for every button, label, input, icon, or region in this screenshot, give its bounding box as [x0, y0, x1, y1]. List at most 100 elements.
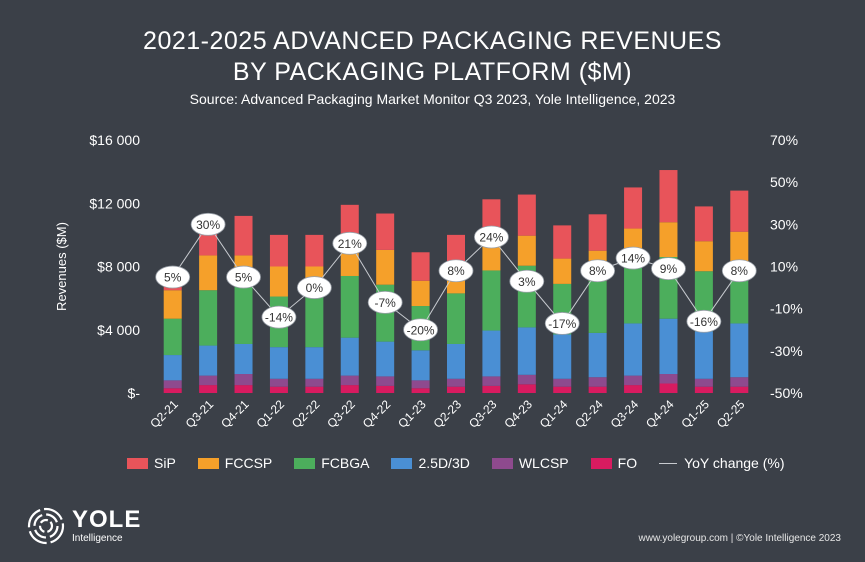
- y-tick-label: $8 000: [97, 259, 140, 275]
- bar-segment-fo: [376, 385, 395, 393]
- bar-segment-wlcsp: [305, 378, 324, 387]
- bar-segment-25d3d: [588, 332, 607, 378]
- yoy-marker: [544, 312, 580, 335]
- bar-segment-fcbga: [588, 280, 607, 333]
- yoy-label: 9%: [660, 262, 678, 276]
- yoy-marker: [296, 276, 332, 299]
- bar-segment-sip: [588, 214, 607, 251]
- yoy-label: 3%: [518, 275, 536, 289]
- bar-segment-25d3d: [694, 331, 713, 379]
- bar-segment-sip: [517, 194, 536, 236]
- bar-segment-wlcsp: [376, 376, 395, 386]
- bar-segment-sip: [624, 187, 643, 229]
- x-tick-label: Q1-23: [395, 397, 429, 431]
- bar-segment-25d3d: [517, 327, 536, 375]
- bar-segment-25d3d: [659, 318, 678, 375]
- footer-credit: www.yolegroup.com | ©Yole Intelligence 2…: [638, 533, 842, 544]
- x-tick-label: Q1-24: [537, 397, 571, 431]
- x-tick-label: Q4-24: [643, 397, 677, 431]
- bar-segment-wlcsp: [447, 378, 465, 387]
- yoy-label: 0%: [306, 281, 324, 295]
- bar-segment-wlcsp: [517, 374, 536, 385]
- logo-sub: Intelligence: [72, 533, 123, 544]
- bar-segment-fo: [659, 383, 678, 393]
- bar-segment-fo: [694, 386, 713, 393]
- legend-item-wlcsp: WLCSP: [491, 455, 569, 471]
- yoy-label: -17%: [548, 317, 576, 331]
- x-tick-label: Q1-22: [254, 397, 288, 431]
- x-tick-label: Q1-25: [679, 397, 713, 431]
- yoy-marker: [474, 225, 509, 249]
- bar-segment-wlcsp: [659, 374, 678, 384]
- yoy-label: 5%: [164, 271, 182, 285]
- bar-segment-fccsp: [517, 235, 536, 266]
- bar-segment-wlcsp: [624, 375, 643, 386]
- bar-segment-wlcsp: [199, 375, 218, 386]
- bar-segment-fo: [411, 388, 430, 393]
- y-tick-label: $-: [128, 385, 141, 401]
- bar-segment-wlcsp: [482, 376, 501, 386]
- y2-tick-label: 70%: [770, 132, 798, 148]
- y-tick-label: $12 000: [89, 195, 140, 211]
- bar-segment-sip: [694, 206, 713, 242]
- y2-tick-label: -50%: [770, 385, 803, 401]
- y2-tick-label: 50%: [770, 174, 798, 190]
- bar-segment-fcbga: [447, 293, 465, 344]
- bar-segment-25d3d: [340, 337, 359, 376]
- bar-segment-wlcsp: [234, 374, 253, 386]
- y2-tick-label: 30%: [770, 216, 798, 232]
- yoy-label: 21%: [338, 237, 362, 251]
- bar-segment-fccsp: [163, 290, 182, 319]
- bar-segment-wlcsp: [269, 378, 288, 387]
- bar-segment-wlcsp: [553, 378, 572, 387]
- yoy-label: 8%: [589, 264, 607, 278]
- bar-segment-25d3d: [269, 347, 288, 379]
- yoy-marker: [332, 231, 368, 255]
- bar-segment-fcbga: [730, 269, 749, 324]
- bar-segment-fo: [517, 384, 536, 393]
- bar-segment-sip: [447, 234, 465, 264]
- legend-item-fcbga: FCBGA: [294, 455, 369, 471]
- legend-label-wlcsp: WLCSP: [518, 455, 569, 471]
- legend-swatch-sip: [127, 457, 148, 469]
- yoy-label: 8%: [447, 264, 465, 278]
- yoy-marker: [403, 318, 438, 342]
- bar-segment-fo: [269, 386, 288, 393]
- legend-label-25d3d: 2.5D/3D: [418, 455, 470, 471]
- x-tick-label: Q4-21: [218, 397, 252, 431]
- bar-segment-fo: [199, 385, 218, 393]
- chart-title-line1: 2021-2025 ADVANCED PACKAGING REVENUES: [143, 27, 722, 55]
- bar-segment-sip: [659, 170, 678, 223]
- bar-segment-25d3d: [730, 323, 749, 378]
- x-tick-label: Q4-23: [501, 397, 535, 431]
- bar-segment-fccsp: [659, 222, 678, 258]
- y2-tick-label: 10%: [770, 259, 798, 275]
- bar-segment-sip: [376, 213, 395, 250]
- bar-segment-wlcsp: [163, 380, 182, 389]
- bar-segment-25d3d: [553, 334, 572, 379]
- yoy-marker: [261, 305, 297, 329]
- x-tick-label: Q3-22: [324, 397, 358, 431]
- bar-segment-fccsp: [411, 280, 430, 307]
- chart-legend: SiP FCCSP FCBGA 2.5D/3D WLCSP FO YoY cha…: [127, 455, 807, 471]
- bar-segment-25d3d: [199, 345, 218, 376]
- legend-swatch-wlcsp: [491, 457, 513, 469]
- legend-item-yoy: YoY change (%): [659, 455, 785, 471]
- y2-tick-label: -10%: [770, 301, 803, 317]
- bar-segment-25d3d: [376, 341, 395, 377]
- bar-segment-fcbga: [340, 275, 359, 338]
- bar-segment-25d3d: [447, 343, 465, 379]
- bar-segment-wlcsp: [340, 375, 359, 386]
- bar-segment-25d3d: [482, 330, 501, 377]
- legend-item-sip: SiP: [127, 455, 176, 471]
- legend-label-fo: FO: [617, 455, 638, 471]
- bar-segment-25d3d: [234, 343, 253, 375]
- legend-swatch-fcbga: [294, 457, 316, 469]
- yole-logo-icon: [27, 507, 65, 545]
- legend-item-fo: FO: [590, 455, 638, 471]
- yoy-marker: [686, 309, 722, 333]
- yoy-label: 24%: [479, 230, 503, 244]
- yoy-marker: [580, 259, 616, 283]
- bar-segment-fo: [447, 386, 465, 393]
- legend-item-fccsp: FCCSP: [197, 455, 272, 471]
